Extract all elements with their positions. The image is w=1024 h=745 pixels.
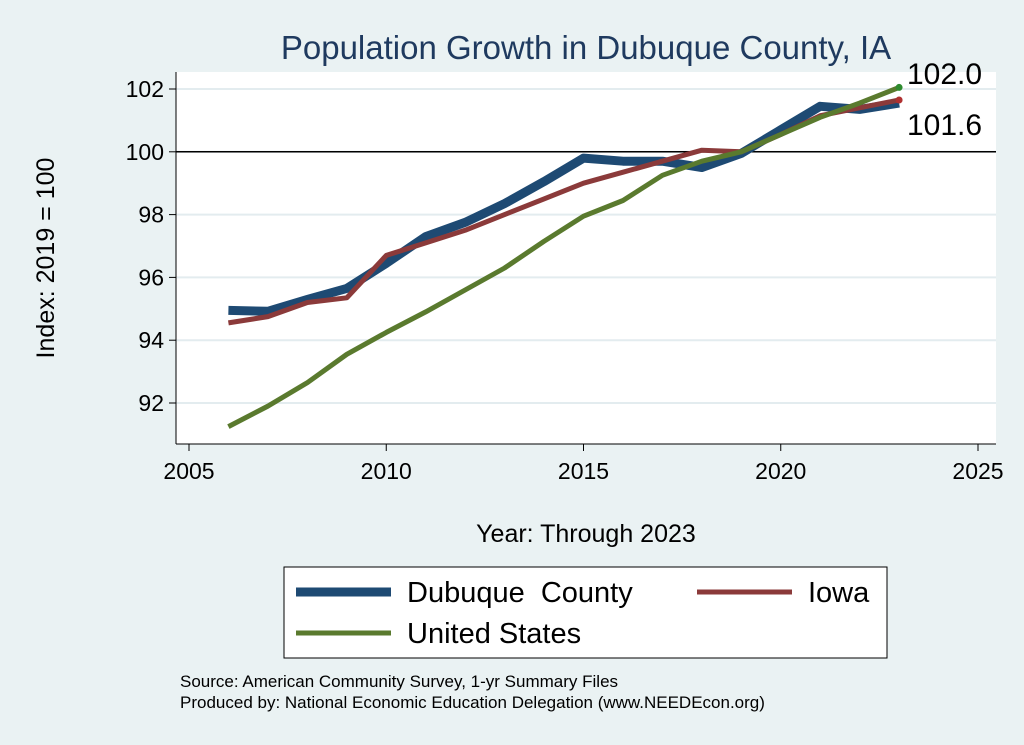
produced-by-text: Produced by: National Economic Education… xyxy=(180,693,765,712)
axis-ticks: 92 94 96 98 100 102 2005 2010 2015 2020 2025 xyxy=(126,76,1004,484)
x-tick-label: 2005 xyxy=(163,458,214,484)
x-tick-label: 2010 xyxy=(361,458,412,484)
series-line-united-states xyxy=(227,85,901,429)
us-end-marker xyxy=(895,83,903,91)
y-tick-label: 102 xyxy=(126,76,164,102)
legend-label-dubuque-county: Dubuque County xyxy=(407,577,633,609)
source-text: Source: American Community Survey, 1-yr … xyxy=(180,672,618,691)
x-axis-title: Year: Through 2023 xyxy=(476,520,696,548)
axes xyxy=(175,72,996,445)
series-lines xyxy=(227,85,901,429)
end-labels: 102.0 101.6 xyxy=(895,58,982,142)
y-tick-label: 98 xyxy=(138,202,164,228)
legend-label-united-states: United States xyxy=(407,618,581,650)
y-tick-label: 94 xyxy=(138,327,164,353)
x-tick-label: 2015 xyxy=(558,458,609,484)
legend-label-iowa: Iowa xyxy=(808,577,870,609)
x-tick-label: 2025 xyxy=(952,458,1003,484)
plot-area xyxy=(176,72,996,444)
y-tick-label: 92 xyxy=(138,390,164,416)
y-axis-title: Index: 2019 = 100 xyxy=(32,158,60,359)
legend-box xyxy=(283,566,888,659)
series-line-dubuque-county xyxy=(228,98,900,316)
chart-title: Population Growth in Dubuque County, IA xyxy=(281,29,891,66)
y-tick-label: 100 xyxy=(126,139,164,165)
iowa-end-marker xyxy=(895,96,903,104)
legend: Dubuque County Iowa United States xyxy=(283,566,888,659)
x-tick-label: 2020 xyxy=(755,458,806,484)
end-label-iowa: 101.6 xyxy=(907,109,982,142)
y-tick-label: 96 xyxy=(138,264,164,290)
end-label-us: 102.0 xyxy=(907,58,982,91)
